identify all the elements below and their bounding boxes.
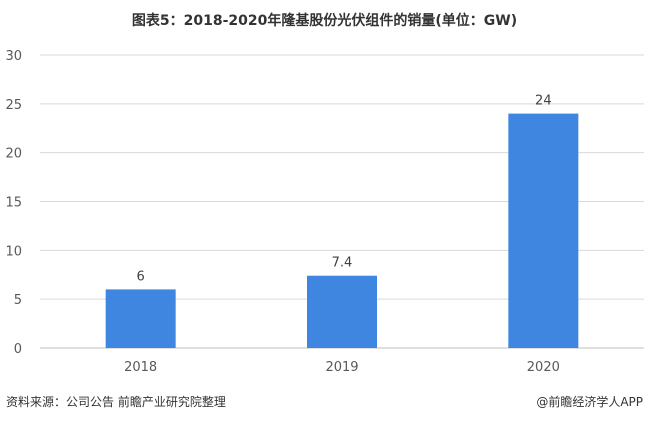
bar [307, 275, 377, 348]
x-tick-label: 2019 [325, 360, 358, 375]
y-tick-label: 20 [5, 147, 22, 162]
data-labels: 6 7.4 24 [137, 94, 552, 285]
y-tick-label: 30 [5, 49, 22, 64]
bar [105, 289, 176, 348]
x-tick-label: 2020 [527, 360, 560, 375]
x-axis-ticks: 2018 2019 2020 [124, 360, 560, 375]
bar [508, 113, 579, 348]
bars [105, 113, 579, 348]
x-tick-label: 2018 [124, 360, 157, 375]
y-tick-label: 25 [5, 98, 22, 113]
y-tick-label: 0 [14, 342, 22, 357]
y-axis-ticks: 0 5 10 15 20 25 30 [5, 49, 22, 357]
y-tick-label: 5 [14, 293, 22, 308]
y-tick-label: 10 [5, 244, 22, 259]
data-label: 6 [137, 269, 145, 284]
brand-credit: @前瞻经济学人APP [536, 395, 643, 409]
y-tick-label: 15 [5, 196, 22, 211]
data-label: 24 [535, 94, 552, 109]
chart-title: 图表5：2018-2020年隆基股份光伏组件的销量(单位：GW) [131, 13, 518, 29]
data-label: 7.4 [332, 256, 353, 271]
source-note: 资料来源：公司公告 前瞻产业研究院整理 [6, 395, 226, 409]
